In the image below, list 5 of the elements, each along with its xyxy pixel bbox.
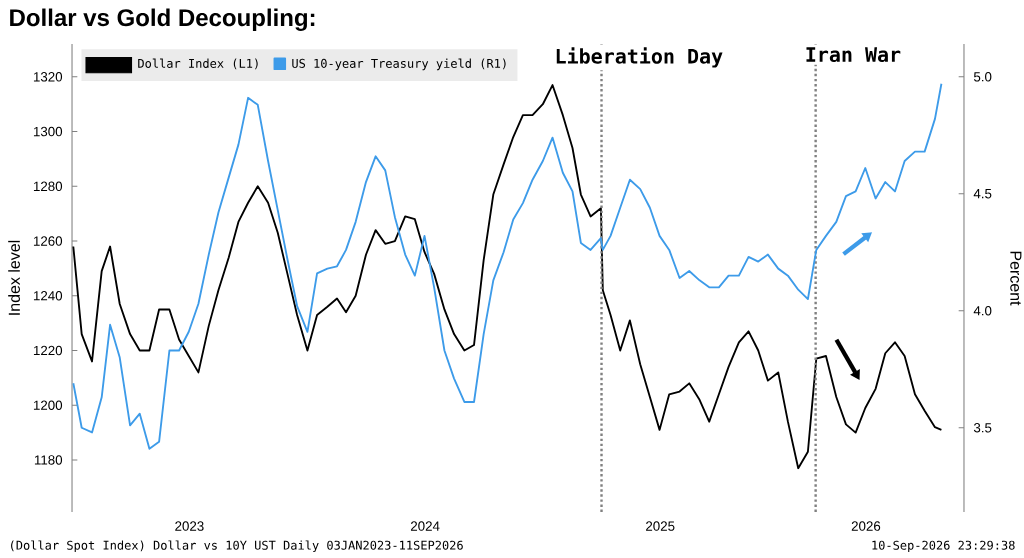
ref-line-label: Iran War [806,47,901,63]
y2-axis-title: Percent [1010,251,1022,306]
y-axis-title: Index level [8,240,20,315]
chart-title: Dollar vs Gold Decoupling: [10,8,315,32]
ref-line-label: Liberation Day [556,47,723,68]
